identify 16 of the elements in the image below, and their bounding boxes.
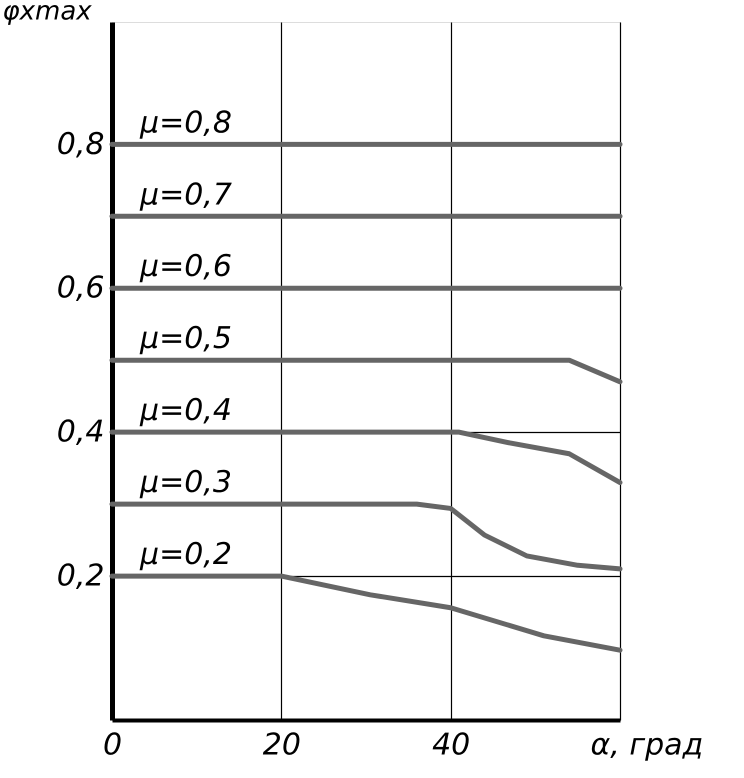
- y-tick-label: 0,6: [56, 270, 104, 306]
- series-label: μ=0,3: [139, 465, 232, 500]
- series-label: μ=0,7: [139, 177, 232, 212]
- series-label: μ=0,6: [139, 249, 232, 284]
- y-tick-label: 0,8: [56, 126, 104, 162]
- y-axis-title: φxmax: [2, 0, 92, 26]
- x-axis-title: α, град: [590, 728, 704, 762]
- x-tick-label: 40: [432, 728, 470, 762]
- x-tick-label: 0: [102, 728, 122, 762]
- series-label: μ=0,2: [139, 537, 232, 572]
- series-label: μ=0,5: [139, 321, 232, 356]
- y-tick-label: 0,2: [56, 558, 104, 594]
- y-tick-label: 0,4: [56, 414, 104, 450]
- series-label: μ=0,4: [139, 393, 232, 428]
- series-label: μ=0,8: [139, 105, 232, 140]
- x-tick-label: 20: [262, 728, 301, 762]
